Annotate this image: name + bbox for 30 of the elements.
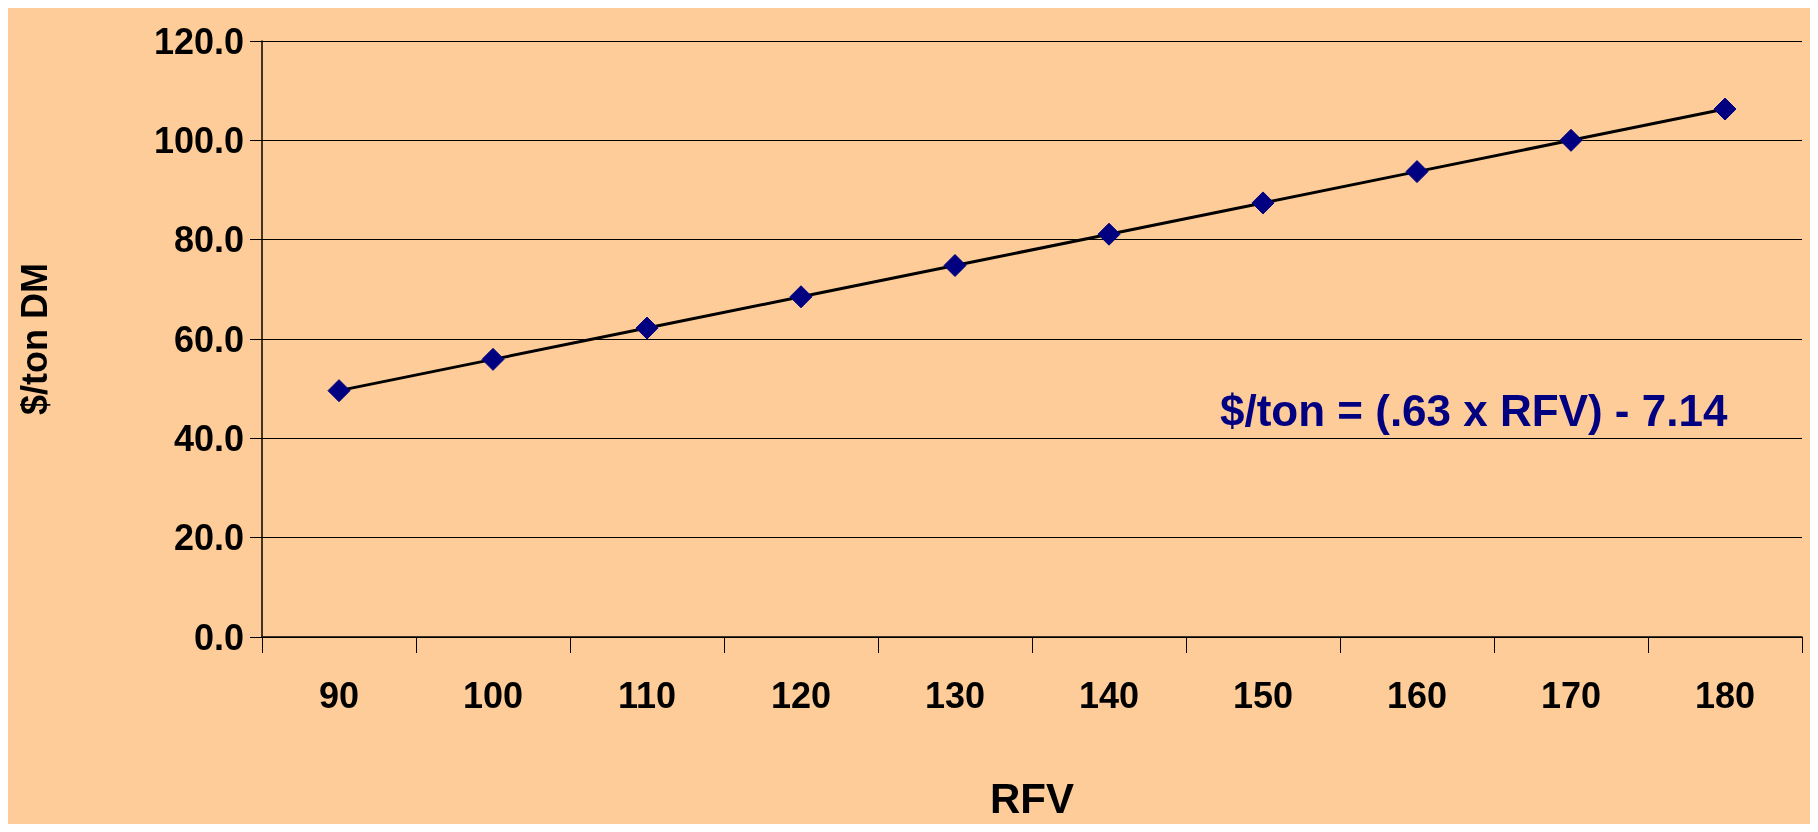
point bbox=[635, 316, 659, 340]
point bbox=[481, 347, 505, 371]
point bbox=[327, 379, 351, 403]
x-tick-label: 180 bbox=[1694, 674, 1756, 716]
y-tick-label: 40.0 bbox=[173, 417, 244, 459]
y-tick-label: 100.0 bbox=[153, 119, 244, 161]
y-tick-label: 60.0 bbox=[173, 318, 244, 360]
annotation: $/ton = (.63 x RFV) - 7.14 bbox=[1220, 385, 1728, 435]
x-tick-label: 130 bbox=[924, 674, 986, 716]
x-tick-label: 100 bbox=[462, 674, 524, 716]
x-tick-label: 140 bbox=[1078, 674, 1140, 716]
x-tick-label: 90 bbox=[318, 674, 360, 716]
point bbox=[1559, 128, 1583, 152]
y-tick-label: 0.0 bbox=[193, 616, 244, 658]
x-tick-label: 160 bbox=[1386, 674, 1448, 716]
y-tick-label: 20.0 bbox=[173, 517, 244, 559]
y-tick-label: 120.0 bbox=[153, 20, 244, 62]
x-tick-label: 170 bbox=[1540, 674, 1602, 716]
point bbox=[943, 253, 967, 277]
x-tick-label: 110 bbox=[617, 674, 677, 716]
point bbox=[1405, 160, 1429, 184]
point bbox=[789, 285, 813, 309]
y-tick-label: 80.0 bbox=[173, 219, 244, 261]
x-tick-label: 120 bbox=[770, 674, 832, 716]
point bbox=[1251, 191, 1275, 215]
point bbox=[1713, 97, 1737, 121]
y-axis-title: $/ton DM bbox=[13, 263, 55, 415]
x-tick-label: 150 bbox=[1232, 674, 1294, 716]
point bbox=[1097, 222, 1121, 246]
x-axis-title: RFV bbox=[990, 774, 1074, 822]
